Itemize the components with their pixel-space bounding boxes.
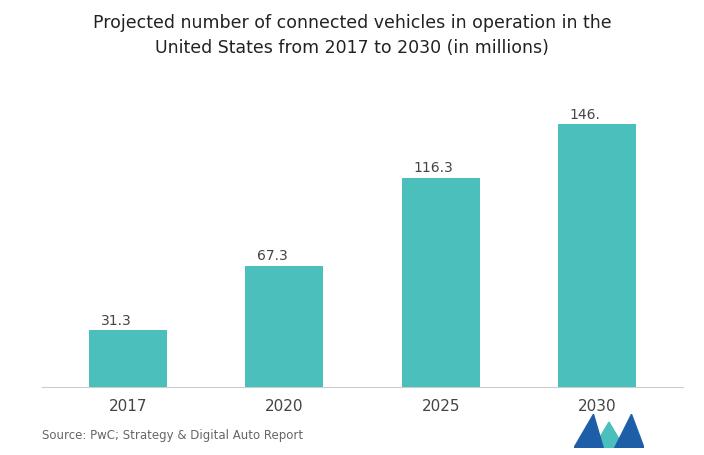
Bar (558, 125, 636, 387)
Bar (401, 178, 479, 387)
Text: 116.3: 116.3 (413, 161, 453, 175)
Text: Source: PwC; Strategy & Digital Auto Report: Source: PwC; Strategy & Digital Auto Rep… (42, 428, 303, 441)
Text: 31.3: 31.3 (101, 313, 132, 327)
Polygon shape (615, 415, 644, 448)
Bar (89, 331, 168, 387)
Text: 67.3: 67.3 (257, 248, 288, 263)
Bar (246, 266, 324, 387)
Polygon shape (593, 422, 624, 448)
Text: Projected number of connected vehicles in operation in the
United States from 20: Projected number of connected vehicles i… (93, 14, 611, 56)
Polygon shape (574, 415, 603, 448)
Text: 146.: 146. (570, 107, 601, 121)
